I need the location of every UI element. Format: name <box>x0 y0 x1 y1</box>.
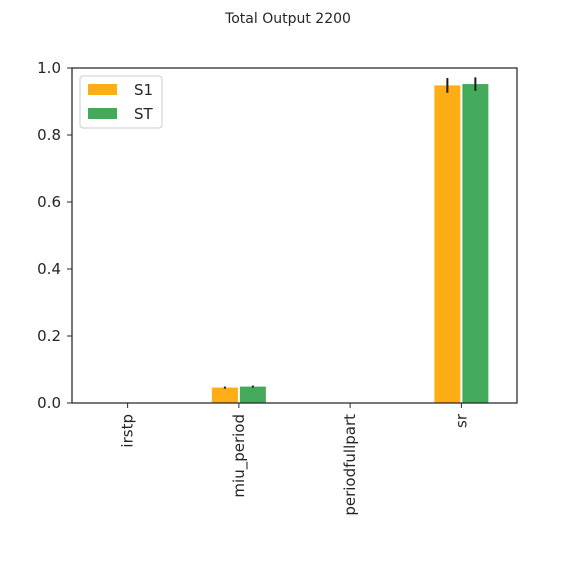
bars-layer <box>211 84 489 404</box>
y-tick-label: 0.2 <box>37 327 61 345</box>
legend-swatch-s1 <box>88 84 117 95</box>
y-tick-label: 1.0 <box>37 59 61 77</box>
bar-s1-sr <box>434 85 461 404</box>
y-tick-label: 0.4 <box>37 260 61 278</box>
x-tick-label-irstp: irstp <box>119 414 137 448</box>
legend-label-s1: S1 <box>134 81 153 99</box>
y-tick-label: 0.6 <box>37 193 61 211</box>
bar-st-miu_period <box>239 386 266 403</box>
plot-frame <box>71 67 518 404</box>
chart-title: Total Output 2200 <box>224 11 351 27</box>
legend-label-st: ST <box>134 105 154 123</box>
bar-st-sr <box>462 84 489 403</box>
x-axis: irstp miu_period periodfullpart sr <box>119 403 470 516</box>
legend-swatch-st <box>88 108 117 119</box>
errorbars-layer <box>223 77 477 389</box>
x-tick-label-sr: sr <box>452 413 470 428</box>
x-tick-label-periodfullpart: periodfullpart <box>341 414 359 516</box>
legend: S1 ST <box>79 75 163 129</box>
y-axis: 0.0 0.2 0.4 0.6 0.8 1.0 <box>37 59 72 412</box>
bar-s1-miu_period <box>211 387 238 403</box>
x-tick-label-miu_period: miu_period <box>230 414 249 498</box>
y-tick-label: 0.8 <box>37 126 61 144</box>
y-tick-label: 0.0 <box>37 394 61 412</box>
